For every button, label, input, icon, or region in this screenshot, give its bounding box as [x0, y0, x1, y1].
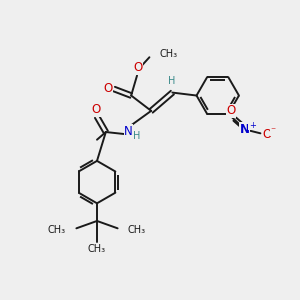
- Text: O: O: [226, 104, 236, 117]
- Text: O: O: [92, 103, 101, 116]
- Text: H: H: [168, 76, 175, 86]
- Text: CH₃: CH₃: [48, 225, 66, 235]
- Text: N: N: [239, 123, 250, 136]
- Text: ⁻: ⁻: [271, 126, 276, 136]
- Text: CH₃: CH₃: [128, 225, 146, 235]
- Text: H: H: [133, 130, 140, 141]
- Text: O: O: [262, 128, 272, 141]
- Text: +: +: [249, 121, 256, 130]
- Text: CH₃: CH₃: [88, 244, 106, 254]
- Text: O: O: [103, 82, 112, 95]
- Text: O: O: [134, 61, 143, 74]
- Text: N: N: [124, 125, 133, 138]
- Text: CH₃: CH₃: [160, 49, 178, 59]
